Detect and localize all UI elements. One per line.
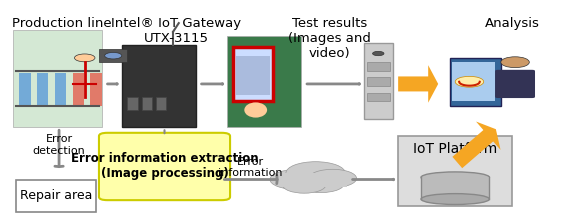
FancyBboxPatch shape bbox=[16, 180, 96, 212]
Bar bbox=[55, 73, 66, 106]
Circle shape bbox=[455, 76, 484, 87]
Bar bbox=[367, 77, 390, 86]
Ellipse shape bbox=[244, 102, 267, 118]
Bar bbox=[19, 73, 31, 106]
Text: Analysis: Analysis bbox=[485, 16, 540, 30]
Bar bbox=[156, 97, 166, 110]
FancyBboxPatch shape bbox=[398, 136, 512, 205]
Bar bbox=[141, 97, 152, 110]
FancyBboxPatch shape bbox=[13, 30, 102, 127]
Bar bbox=[367, 93, 390, 101]
Bar bbox=[452, 62, 495, 101]
Ellipse shape bbox=[421, 194, 489, 205]
Text: IoT Platform: IoT Platform bbox=[413, 142, 498, 156]
Circle shape bbox=[286, 162, 345, 184]
Circle shape bbox=[372, 51, 384, 56]
Circle shape bbox=[270, 170, 321, 189]
Text: Repair area: Repair area bbox=[20, 189, 93, 202]
Bar bbox=[127, 97, 138, 110]
Bar bbox=[99, 49, 127, 62]
Circle shape bbox=[308, 169, 357, 187]
Text: Error
information: Error information bbox=[218, 157, 282, 178]
FancyBboxPatch shape bbox=[364, 43, 392, 119]
Circle shape bbox=[282, 177, 326, 193]
Bar bbox=[73, 73, 84, 106]
Bar bbox=[90, 73, 102, 106]
FancyBboxPatch shape bbox=[495, 70, 535, 98]
FancyBboxPatch shape bbox=[227, 36, 301, 127]
Bar bbox=[281, 173, 347, 187]
Bar bbox=[236, 56, 270, 95]
FancyBboxPatch shape bbox=[449, 58, 501, 106]
Bar bbox=[421, 177, 489, 199]
Bar bbox=[367, 62, 390, 71]
Circle shape bbox=[501, 57, 529, 68]
FancyBboxPatch shape bbox=[233, 47, 273, 101]
Ellipse shape bbox=[421, 172, 489, 183]
Text: Intel® IoT Gateway
UTX-3115: Intel® IoT Gateway UTX-3115 bbox=[111, 16, 241, 45]
FancyBboxPatch shape bbox=[122, 45, 196, 127]
Text: Error information extraction
(Image processing): Error information extraction (Image proc… bbox=[70, 152, 258, 180]
Circle shape bbox=[299, 175, 344, 192]
Text: Production line: Production line bbox=[12, 16, 112, 30]
Text: Test results
(Images and
video): Test results (Images and video) bbox=[288, 16, 371, 60]
Circle shape bbox=[105, 52, 122, 59]
Bar bbox=[37, 73, 48, 106]
Circle shape bbox=[74, 54, 95, 62]
FancyBboxPatch shape bbox=[99, 133, 230, 200]
Text: Error
detection: Error detection bbox=[33, 134, 86, 156]
